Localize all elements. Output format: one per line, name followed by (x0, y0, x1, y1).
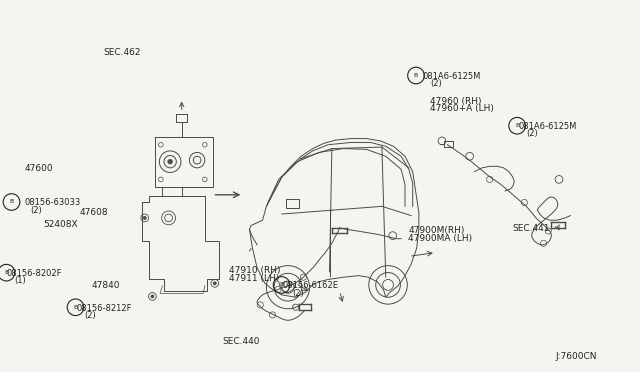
Circle shape (143, 217, 147, 219)
Circle shape (168, 159, 172, 164)
Text: (2): (2) (31, 206, 42, 215)
Text: 081A6-6125M: 081A6-6125M (518, 122, 577, 131)
Text: (1): (1) (14, 276, 26, 285)
Text: B: B (515, 123, 519, 128)
Text: SEC.441: SEC.441 (512, 224, 550, 233)
Text: SEC.462: SEC.462 (104, 48, 141, 57)
Text: 08156-8212F: 08156-8212F (77, 304, 132, 312)
Text: B: B (10, 199, 13, 205)
Text: B: B (280, 282, 284, 288)
Text: 47960 (RH): 47960 (RH) (430, 97, 481, 106)
Text: (2): (2) (526, 129, 538, 138)
Circle shape (151, 295, 154, 298)
Text: J:7600CN: J:7600CN (556, 352, 597, 361)
Text: 47900M(RH): 47900M(RH) (408, 226, 465, 235)
Text: (2): (2) (292, 289, 303, 298)
Text: (2): (2) (430, 79, 442, 88)
Text: 08156-63033: 08156-63033 (24, 198, 81, 207)
Text: B: B (414, 73, 418, 78)
Text: 47600: 47600 (24, 164, 53, 173)
Text: 47608: 47608 (80, 208, 109, 217)
Text: 08156-6162E: 08156-6162E (283, 281, 339, 290)
Text: 47840: 47840 (92, 281, 120, 290)
Text: B: B (4, 270, 8, 275)
Text: (2): (2) (84, 311, 96, 320)
Text: 47910 (RH): 47910 (RH) (229, 266, 280, 275)
Text: B: B (74, 305, 77, 310)
Text: 52408X: 52408X (44, 220, 78, 229)
Text: 08156-8202F: 08156-8202F (6, 269, 62, 278)
Text: 47911 (LH): 47911 (LH) (229, 274, 280, 283)
Circle shape (213, 282, 216, 285)
Text: 47900MA (LH): 47900MA (LH) (408, 234, 472, 243)
Text: 081A6-6125M: 081A6-6125M (422, 72, 481, 81)
Text: SEC.440: SEC.440 (222, 337, 260, 346)
Text: 47960+A (LH): 47960+A (LH) (430, 104, 494, 113)
